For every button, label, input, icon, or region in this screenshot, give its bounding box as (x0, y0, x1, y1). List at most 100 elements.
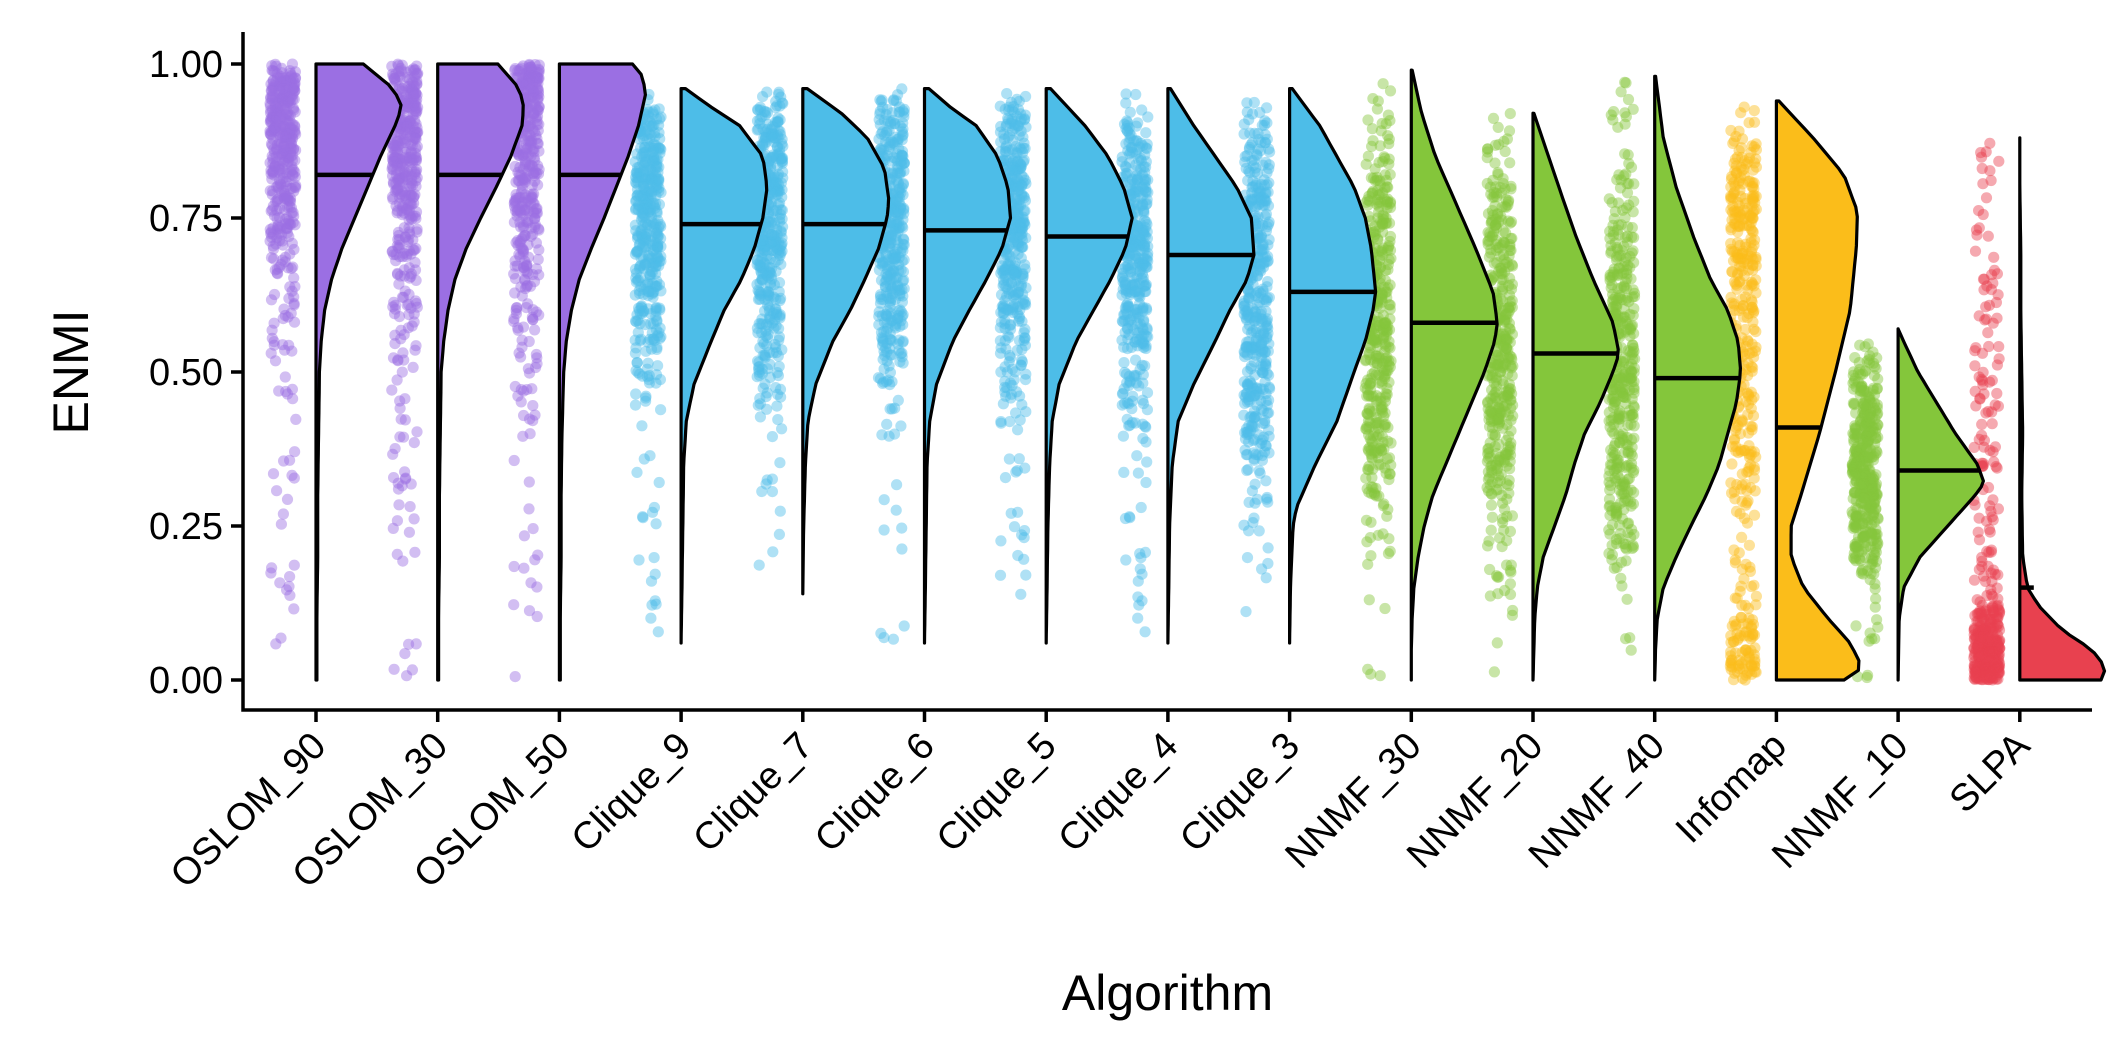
data-point (290, 413, 302, 425)
data-point (753, 559, 765, 571)
data-point (286, 237, 298, 249)
data-point (763, 346, 776, 358)
data-point (387, 71, 399, 83)
data-point (272, 116, 284, 128)
data-point (1249, 289, 1261, 301)
data-point (285, 182, 297, 195)
data-point (1491, 637, 1503, 649)
data-point (274, 87, 286, 99)
data-point (267, 157, 279, 170)
data-point (281, 223, 293, 235)
data-point (393, 180, 405, 193)
data-point (273, 160, 285, 172)
data-point (1627, 309, 1639, 321)
data-point (266, 125, 278, 137)
data-point (397, 251, 409, 263)
data-point (396, 366, 408, 378)
data-point (410, 174, 422, 187)
data-point (1123, 136, 1135, 148)
data-point (396, 205, 408, 217)
data-point (392, 226, 405, 238)
data-point (274, 202, 286, 214)
data-point (1012, 155, 1024, 167)
data-point (404, 93, 416, 105)
data-point (264, 107, 277, 119)
data-point (275, 138, 287, 150)
data-point (648, 501, 661, 514)
data-point (630, 225, 642, 237)
data-point (284, 195, 296, 207)
data-point (278, 455, 290, 467)
data-point (650, 518, 662, 530)
data-point (269, 160, 281, 172)
data-point (271, 485, 283, 497)
data-point (1262, 542, 1274, 554)
data-point (409, 210, 421, 222)
data-point (631, 275, 644, 287)
data-point (1376, 375, 1388, 387)
y-tick-label: 0.50 (149, 352, 223, 394)
data-point (281, 84, 293, 96)
data-point (280, 222, 292, 234)
data-point (1627, 411, 1639, 423)
data-point (406, 199, 418, 211)
data-point (1244, 411, 1256, 423)
data-point (753, 318, 765, 330)
data-point (269, 101, 281, 113)
data-point (273, 385, 285, 397)
data-point (516, 290, 528, 302)
data-point (264, 223, 276, 236)
data-point (1141, 261, 1153, 273)
data-point (1498, 524, 1510, 536)
data-point (276, 67, 288, 79)
data-point (284, 97, 296, 109)
data-point (269, 105, 281, 117)
data-point (1487, 191, 1499, 203)
data-point (287, 164, 299, 176)
data-point (409, 64, 421, 76)
data-point (279, 97, 291, 109)
data-point (532, 253, 544, 266)
data-point (394, 431, 406, 443)
data-point (1499, 584, 1511, 597)
data-point (642, 285, 654, 298)
data-point (281, 212, 293, 224)
data-point (1499, 145, 1511, 158)
data-point (401, 101, 413, 113)
data-point (880, 126, 893, 139)
data-point (893, 265, 905, 277)
data-point (279, 213, 291, 225)
data-point (1003, 453, 1016, 465)
data-point (637, 512, 649, 524)
data-point (266, 173, 278, 185)
data-point (275, 132, 287, 144)
data-point (525, 140, 537, 152)
data-point (1613, 413, 1625, 425)
data-point (273, 163, 285, 175)
data-point (394, 165, 406, 177)
data-point (1010, 140, 1022, 152)
data-point (405, 478, 417, 490)
data-point (1250, 312, 1262, 324)
data-point (772, 254, 784, 266)
data-point (265, 115, 277, 127)
data-point (1371, 103, 1383, 115)
data-point (285, 142, 297, 154)
data-point (277, 157, 289, 169)
data-point (400, 250, 412, 263)
data-point (284, 218, 296, 230)
data-point (1384, 313, 1396, 325)
data-point (405, 138, 417, 150)
data-point (265, 567, 277, 579)
data-point (408, 513, 420, 525)
data-point (401, 110, 414, 122)
data-point (404, 501, 416, 513)
data-point (1365, 550, 1377, 562)
data-point (280, 147, 292, 159)
data-point (391, 146, 403, 158)
data-point (272, 180, 284, 192)
data-point (890, 322, 902, 334)
data-point (517, 430, 529, 442)
data-point (285, 142, 297, 154)
data-point (1497, 513, 1509, 525)
